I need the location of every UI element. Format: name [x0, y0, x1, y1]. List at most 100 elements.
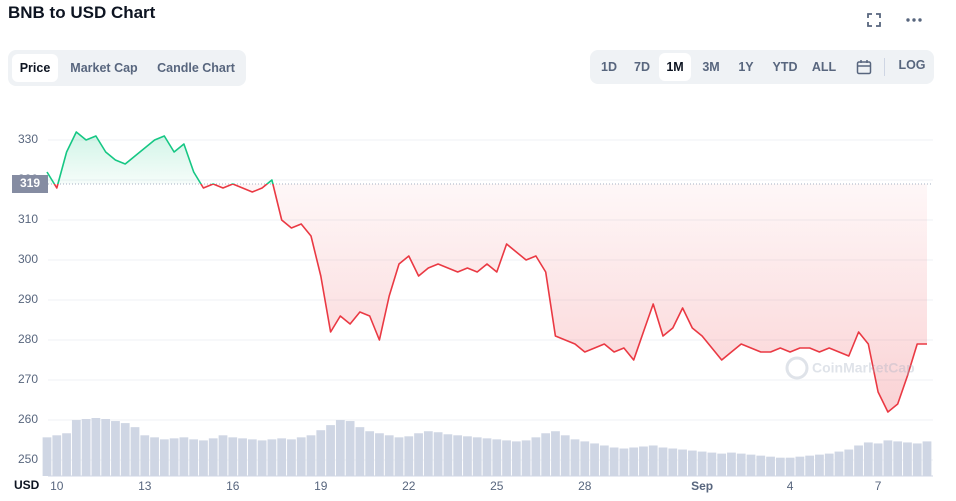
volume-bar [355, 427, 365, 476]
fullscreen-icon[interactable] [864, 10, 884, 30]
volume-bar [326, 425, 335, 476]
volume-bar [130, 427, 140, 476]
volume-bar [883, 440, 893, 476]
volume-bar [296, 437, 306, 476]
volume-bar [365, 431, 375, 476]
volume-bar [140, 435, 150, 476]
y-tick-label: 300 [18, 252, 38, 266]
volume-bar [824, 453, 834, 476]
volume-bar [189, 439, 199, 476]
volume-bar [208, 438, 218, 476]
x-tick-label: 16 [226, 479, 240, 493]
volume-bar [648, 445, 658, 476]
volume-bar [345, 421, 355, 476]
volume-bar [120, 423, 130, 476]
volume-bar [873, 443, 883, 476]
baseline-label: 319 [20, 176, 40, 190]
y-tick-label: 280 [18, 332, 38, 346]
volume-bar [443, 434, 453, 476]
x-tick-label: 4 [787, 479, 794, 493]
x-tick-label: Sep [691, 479, 713, 493]
volume-bar [62, 433, 71, 476]
volume-bar [42, 437, 52, 476]
separator [884, 58, 885, 76]
x-tick-label: 13 [138, 479, 152, 493]
log-button[interactable]: LOG [898, 58, 926, 72]
volume-bar [609, 447, 619, 476]
volume-bar [238, 438, 247, 476]
volume-bar [218, 435, 228, 476]
watermark-text: CoinMarketCap [812, 360, 915, 376]
volume-bar [433, 432, 443, 476]
volume-bar [453, 435, 463, 476]
range-button[interactable]: 3M [702, 60, 720, 74]
volume-bar [707, 452, 717, 476]
volume-bar [697, 451, 707, 476]
volume-bar [531, 437, 541, 476]
volume-bar [375, 433, 384, 476]
volume-bar [912, 443, 922, 476]
x-tick-label: 28 [578, 479, 592, 493]
volume-bar [815, 454, 824, 476]
volume-bar [766, 456, 775, 476]
x-tick-label: 19 [314, 479, 328, 493]
y-tick-label: 250 [18, 452, 38, 466]
range-button[interactable]: ALL [811, 60, 837, 74]
tab[interactable]: Price [12, 54, 58, 82]
volume-bar [639, 446, 648, 476]
volume-bar [111, 421, 120, 476]
volume-bar [404, 436, 414, 476]
volume-bar [570, 439, 580, 476]
volume-bar [91, 418, 101, 476]
range-button[interactable]: 1M [659, 53, 691, 81]
volume-bar [687, 450, 697, 476]
volume-bar [502, 440, 511, 476]
y-axis-label: USD [14, 478, 40, 492]
baseline-label-box [12, 175, 48, 193]
volume-bar [785, 457, 795, 476]
range-button[interactable]: 1D [601, 60, 617, 74]
volume-bar [423, 431, 433, 476]
watermark: CoinMarketCap [785, 356, 915, 380]
volume-bar [805, 455, 815, 476]
volume-bar [316, 430, 326, 476]
tab-bar: Price Market Cap Candle Chart [8, 50, 246, 86]
volume-bar [267, 439, 277, 476]
volume-bar [727, 452, 736, 476]
y-tick-label: 330 [18, 132, 38, 146]
tab[interactable]: Market Cap [70, 61, 138, 75]
volume-bar [746, 454, 756, 476]
volume-bar [736, 453, 746, 476]
volume-bar [599, 445, 609, 476]
y-tick-label: 290 [18, 292, 38, 306]
volume-bar [854, 445, 863, 476]
tab[interactable]: Candle Chart [157, 61, 235, 75]
range-button[interactable]: 1Y [738, 60, 754, 74]
volume-bar [775, 457, 785, 476]
volume-bar [863, 442, 873, 476]
volume-bar [590, 443, 599, 476]
volume-bar [463, 436, 472, 476]
more-icon[interactable] [904, 10, 924, 30]
volume-bar [257, 440, 267, 476]
volume-bar [541, 433, 551, 476]
volume-bar [228, 437, 238, 476]
volume-bar [414, 433, 423, 476]
volume-bar [150, 437, 159, 476]
y-tick-label: 260 [18, 412, 38, 426]
range-button[interactable]: YTD [772, 60, 798, 74]
volume-bar [335, 420, 345, 476]
calendar-icon[interactable] [856, 59, 872, 75]
volume-bar [101, 419, 111, 476]
volume-bar [922, 441, 932, 476]
volume-bar [394, 437, 404, 476]
volume-bar [580, 441, 590, 476]
volume-bar [658, 447, 668, 476]
range-button[interactable]: 7D [634, 60, 650, 74]
title: BNB to USD Chart [8, 3, 156, 22]
volume-bar [287, 439, 296, 476]
volume-bar [159, 439, 169, 476]
volume-bar [668, 448, 678, 476]
